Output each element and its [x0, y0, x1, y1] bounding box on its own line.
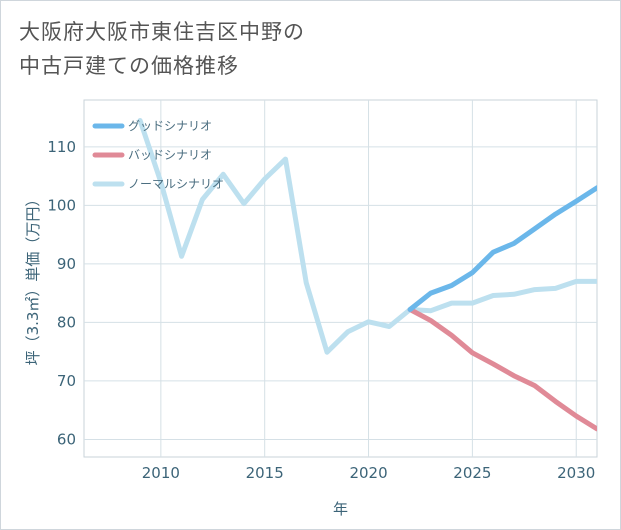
x-tick-label: 2020	[349, 464, 387, 482]
plot-area	[83, 99, 598, 458]
chart-title-line-2: 中古戸建ての価格推移	[19, 54, 239, 78]
chart-title-line-1: 大阪府大阪市東住吉区中野の	[19, 20, 305, 44]
legend-label-0: グッドシナリオ	[128, 119, 212, 133]
x-tick-label: 2015	[246, 464, 284, 482]
y-tick-label: 70	[57, 372, 76, 390]
y-tick-label: 90	[57, 255, 76, 273]
legend-label-2: ノーマルシナリオ	[128, 177, 224, 191]
x-tick-label: 2030	[557, 464, 595, 482]
y-tick-label: 80	[57, 313, 76, 331]
x-tick-label: 2010	[142, 464, 180, 482]
x-tick-label: 2025	[453, 464, 491, 482]
series-line-normal	[137, 118, 597, 355]
y-tick-label: 110	[47, 138, 76, 156]
legend-label-1: バッドシナリオ	[128, 148, 212, 162]
x-axis-label: 年	[333, 500, 348, 518]
y-axis-label: 坪（3.3㎡）単価（万円）	[24, 192, 42, 366]
series-line-good	[407, 185, 597, 312]
y-tick-label: 100	[47, 196, 76, 214]
y-tick-label: 60	[57, 430, 76, 448]
chart-title: 大阪府大阪市東住吉区中野の 中古戸建ての価格推移	[19, 15, 305, 83]
series-line-bad	[407, 307, 597, 432]
